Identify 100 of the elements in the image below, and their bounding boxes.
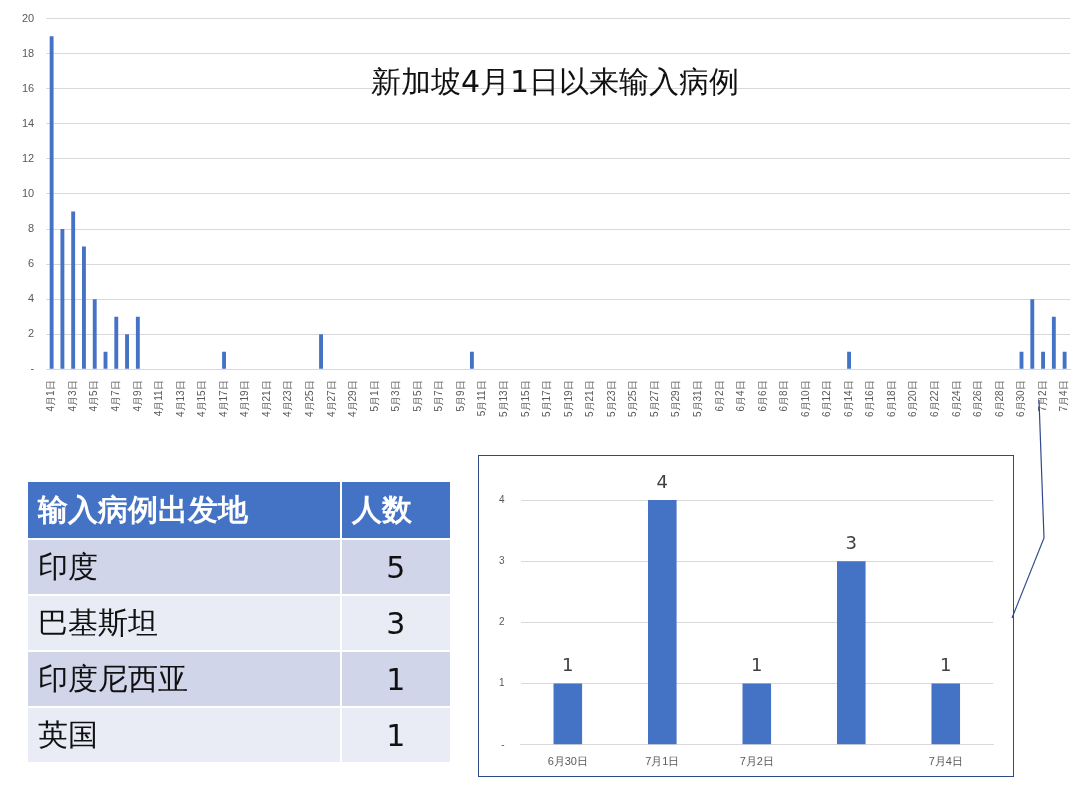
x-tick-label: 4月11日 xyxy=(153,380,165,417)
x-tick-label: 7月2日 xyxy=(739,755,774,768)
x-tick-label: 5月5日 xyxy=(411,380,423,412)
bar xyxy=(931,683,961,745)
x-tick-label: 6月16日 xyxy=(864,380,876,417)
bar xyxy=(222,351,226,369)
text: 新加坡4月1日以来输入病例 xyxy=(370,64,740,99)
y-tick-label: 6 xyxy=(28,257,35,270)
x-tick-label: 5月17日 xyxy=(541,380,553,417)
x-tick-label: 5月29日 xyxy=(670,380,682,417)
bar xyxy=(319,334,323,369)
data-label: 5 xyxy=(341,540,450,594)
x-tick-label: 5月11日 xyxy=(476,380,488,417)
bar xyxy=(82,246,86,369)
x-tick-label: 6月12日 xyxy=(821,380,833,417)
bar xyxy=(114,316,119,369)
x-tick-label: 5月25日 xyxy=(627,380,639,417)
x-tick-label: 5月3日 xyxy=(390,380,402,412)
x-tick-label: 6月18日 xyxy=(885,380,897,417)
data-label: 3 xyxy=(845,531,857,553)
x-tick-label: 5月7日 xyxy=(433,380,445,412)
x-tick-label: 6月2日 xyxy=(713,380,725,412)
category-label: 巴基斯坦 xyxy=(28,596,340,650)
y-tick-label: 16 xyxy=(21,81,35,94)
x-tick-label: 4月3日 xyxy=(66,380,78,412)
bar xyxy=(135,316,140,369)
bar xyxy=(125,334,129,369)
x-tick-label: 4月5日 xyxy=(88,380,100,412)
x-tick-label: 6月14日 xyxy=(842,380,854,417)
bar xyxy=(836,561,866,745)
y-tick-label: 4 xyxy=(28,292,35,305)
data-label: 1 xyxy=(341,652,450,706)
x-tick-label: 4月23日 xyxy=(282,380,294,417)
x-tick-label: 5月19日 xyxy=(562,380,574,417)
bar xyxy=(742,683,772,745)
y-tick-label: 20 xyxy=(21,11,35,24)
bar xyxy=(847,351,852,369)
x-tick-label: 6月26日 xyxy=(972,380,984,417)
data-label: 1 xyxy=(562,654,574,676)
x-tick-label: 7月4日 xyxy=(1058,380,1070,412)
x-tick-label: 4月17日 xyxy=(217,380,229,417)
x-tick-label: 5月23日 xyxy=(605,380,617,417)
y-tick-label: 2 xyxy=(499,616,505,628)
x-tick-label: 5月15日 xyxy=(519,380,531,417)
x-tick-label: 4月7日 xyxy=(110,380,122,412)
y-tick-label: 14 xyxy=(21,116,35,129)
category-label: 印度尼西亚 xyxy=(28,652,340,706)
x-tick-label: 6月28日 xyxy=(993,380,1005,417)
data-label: 1 xyxy=(940,654,952,676)
y-tick-label: 18 xyxy=(21,46,35,59)
y-tick-label: 3 xyxy=(499,554,505,566)
data-label: 4 xyxy=(656,470,669,492)
x-tick-label: 4月15日 xyxy=(196,380,208,417)
x-tick-label: 6月22日 xyxy=(929,380,941,417)
bar xyxy=(1030,299,1035,369)
bar xyxy=(1041,351,1045,369)
y-tick-label: - xyxy=(30,362,35,375)
x-tick-label: 4月19日 xyxy=(239,380,251,417)
x-tick-label: 6月30日 xyxy=(547,755,588,768)
y-tick-label: - xyxy=(501,738,505,750)
data-label: 1 xyxy=(751,654,763,676)
x-tick-label: 5月27日 xyxy=(648,380,660,417)
x-tick-label: 4月27日 xyxy=(325,380,337,417)
x-tick-label: 6月30日 xyxy=(1015,380,1027,417)
text: 输入病例出发地 xyxy=(28,482,340,538)
x-tick-label: 5月1日 xyxy=(368,380,380,412)
y-tick-label: 2 xyxy=(28,327,35,340)
x-tick-label: 4月9日 xyxy=(131,380,143,412)
bar xyxy=(71,211,76,369)
bar xyxy=(648,500,677,745)
x-tick-label: 6月8日 xyxy=(778,380,790,412)
x-tick-label: 4月29日 xyxy=(347,380,359,417)
bar xyxy=(60,229,65,369)
bar xyxy=(1051,316,1056,369)
data-label: 1 xyxy=(341,708,450,762)
x-tick-label: 7月1日 xyxy=(645,755,680,768)
text: 人数 xyxy=(341,482,450,538)
y-tick-label: 8 xyxy=(28,222,35,235)
x-tick-label: 7月4日 xyxy=(928,755,963,768)
x-tick-label: 6月20日 xyxy=(907,380,919,417)
y-tick-label: 1 xyxy=(499,677,505,689)
x-tick-label: 6月10日 xyxy=(799,380,811,417)
x-tick-label: 5月9日 xyxy=(454,380,466,412)
category-label: 印度 xyxy=(28,540,340,594)
bar xyxy=(469,351,474,369)
x-tick-label: 4月13日 xyxy=(174,380,186,417)
bar xyxy=(49,36,54,369)
category-label: 英国 xyxy=(28,708,340,762)
y-tick-label: 10 xyxy=(21,186,35,199)
bar xyxy=(92,299,97,369)
x-tick-label: 7月2日 xyxy=(1036,380,1048,412)
x-tick-label: 4月25日 xyxy=(304,380,316,417)
x-tick-label: 5月31日 xyxy=(691,380,703,417)
x-tick-label: 6月6日 xyxy=(756,380,768,412)
x-tick-label: 5月21日 xyxy=(584,380,596,417)
y-tick-label: 12 xyxy=(21,151,35,164)
bar xyxy=(1062,351,1067,369)
x-tick-label: 4月21日 xyxy=(260,380,272,417)
data-label: 3 xyxy=(341,596,450,650)
y-tick-label: 4 xyxy=(499,493,505,505)
